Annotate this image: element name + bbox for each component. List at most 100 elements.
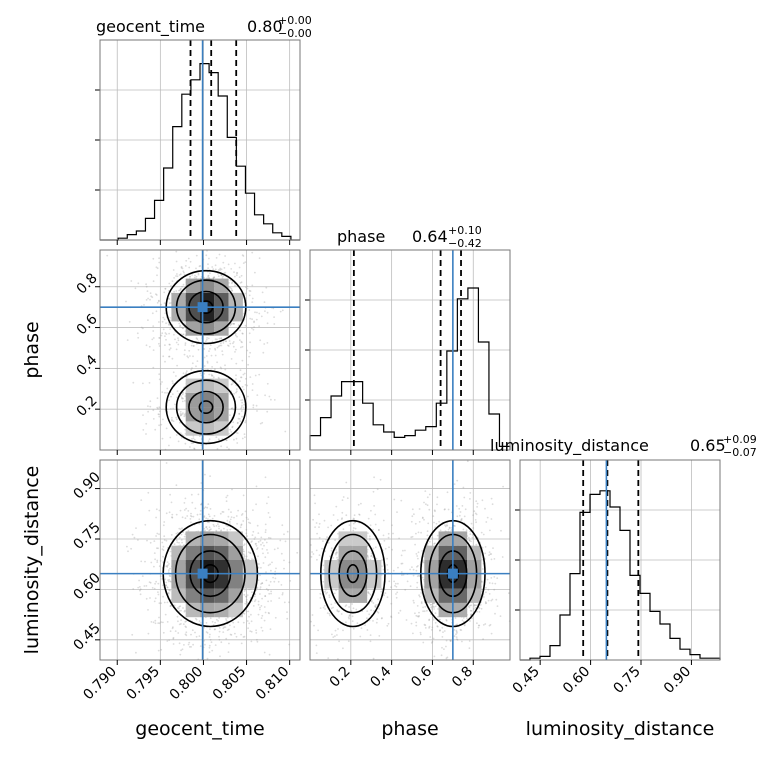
sample-point — [195, 337, 198, 339]
sample-point — [193, 276, 196, 279]
sample-point — [418, 611, 420, 614]
sample-point — [192, 643, 195, 646]
sample-point — [233, 322, 236, 325]
sample-point — [157, 649, 160, 652]
truth-marker — [447, 568, 458, 579]
density-cell — [338, 588, 353, 603]
sample-point — [251, 534, 254, 536]
sample-point — [150, 621, 153, 623]
sample-point — [149, 597, 151, 599]
sample-point — [158, 622, 161, 625]
sample-point — [261, 542, 264, 544]
density-cell — [438, 545, 453, 560]
sample-point — [417, 615, 420, 618]
sample-point — [204, 643, 206, 646]
sample-point — [162, 524, 165, 527]
sample-point — [380, 590, 383, 593]
sample-point — [250, 613, 252, 616]
sample-point — [206, 277, 209, 279]
sample-point — [220, 268, 223, 271]
sample-point — [253, 321, 255, 324]
sample-point — [171, 280, 174, 283]
sample-point — [162, 316, 165, 319]
sample-point — [181, 648, 184, 651]
sample-point — [173, 290, 176, 293]
sample-point — [169, 319, 172, 322]
sample-point — [264, 595, 267, 597]
sample-point — [161, 381, 163, 383]
sample-point — [351, 620, 354, 623]
sample-point — [225, 524, 228, 527]
sample-point — [208, 646, 211, 649]
sample-point — [394, 582, 397, 585]
title-luminosity-distance-value: 0.65 — [690, 436, 726, 455]
sample-point — [350, 610, 353, 613]
sample-point — [190, 512, 192, 515]
sample-point — [157, 591, 159, 593]
sample-point — [164, 344, 166, 346]
sample-point — [247, 610, 250, 613]
sample-point — [178, 322, 181, 325]
sample-point — [168, 302, 171, 305]
sample-point — [158, 378, 161, 381]
sample-point — [214, 268, 217, 271]
sample-point — [183, 509, 186, 511]
sample-point — [151, 338, 154, 341]
sample-point — [257, 603, 260, 606]
sample-point — [199, 509, 202, 512]
sample-point — [252, 328, 255, 331]
sample-point — [240, 410, 243, 412]
sample-point — [154, 597, 157, 600]
sample-point — [163, 291, 166, 294]
sample-point — [222, 275, 224, 278]
sample-point — [246, 594, 249, 596]
sample-point — [143, 585, 146, 587]
sample-point — [481, 546, 484, 549]
sample-point — [366, 544, 369, 547]
y-tick-label-luminosity-distance: 0.75 — [70, 519, 103, 552]
sample-point — [259, 608, 261, 611]
sample-point — [441, 626, 444, 629]
sample-point — [226, 446, 229, 449]
sample-point — [164, 360, 166, 363]
sample-point — [243, 433, 246, 436]
sample-point — [369, 539, 371, 541]
sample-point — [424, 605, 427, 608]
sample-point — [269, 628, 272, 630]
axis-labels: geocent_time phase luminosity_distance p… — [21, 321, 714, 740]
sample-point — [414, 612, 416, 615]
sample-point — [378, 608, 380, 610]
sample-point — [191, 367, 193, 369]
sample-point — [352, 607, 355, 610]
sample-point — [443, 648, 445, 650]
sample-point — [433, 606, 435, 609]
sample-point — [218, 638, 221, 641]
sample-point — [205, 517, 208, 520]
sample-point — [155, 580, 158, 583]
sample-point — [465, 529, 468, 532]
sample-point — [197, 272, 200, 275]
sample-point — [259, 586, 262, 588]
sample-point — [205, 526, 208, 528]
sample-point — [459, 511, 462, 513]
sample-point — [249, 596, 252, 599]
sample-point — [169, 343, 171, 346]
sample-point — [240, 523, 243, 526]
sample-point — [171, 627, 174, 630]
density-cell — [242, 574, 258, 589]
sample-point — [203, 372, 206, 375]
sample-point — [245, 377, 247, 380]
sample-point — [336, 556, 338, 559]
sample-point — [251, 284, 254, 287]
sample-point — [410, 520, 413, 523]
sample-point — [154, 582, 157, 585]
sample-point — [227, 525, 229, 528]
sample-point — [147, 410, 150, 413]
sample-point — [231, 289, 233, 292]
density-contour — [175, 379, 237, 435]
sample-point — [324, 589, 327, 591]
sample-point — [168, 639, 171, 641]
sample-point — [210, 528, 212, 530]
sample-point — [370, 509, 372, 512]
sample-point — [463, 496, 466, 499]
